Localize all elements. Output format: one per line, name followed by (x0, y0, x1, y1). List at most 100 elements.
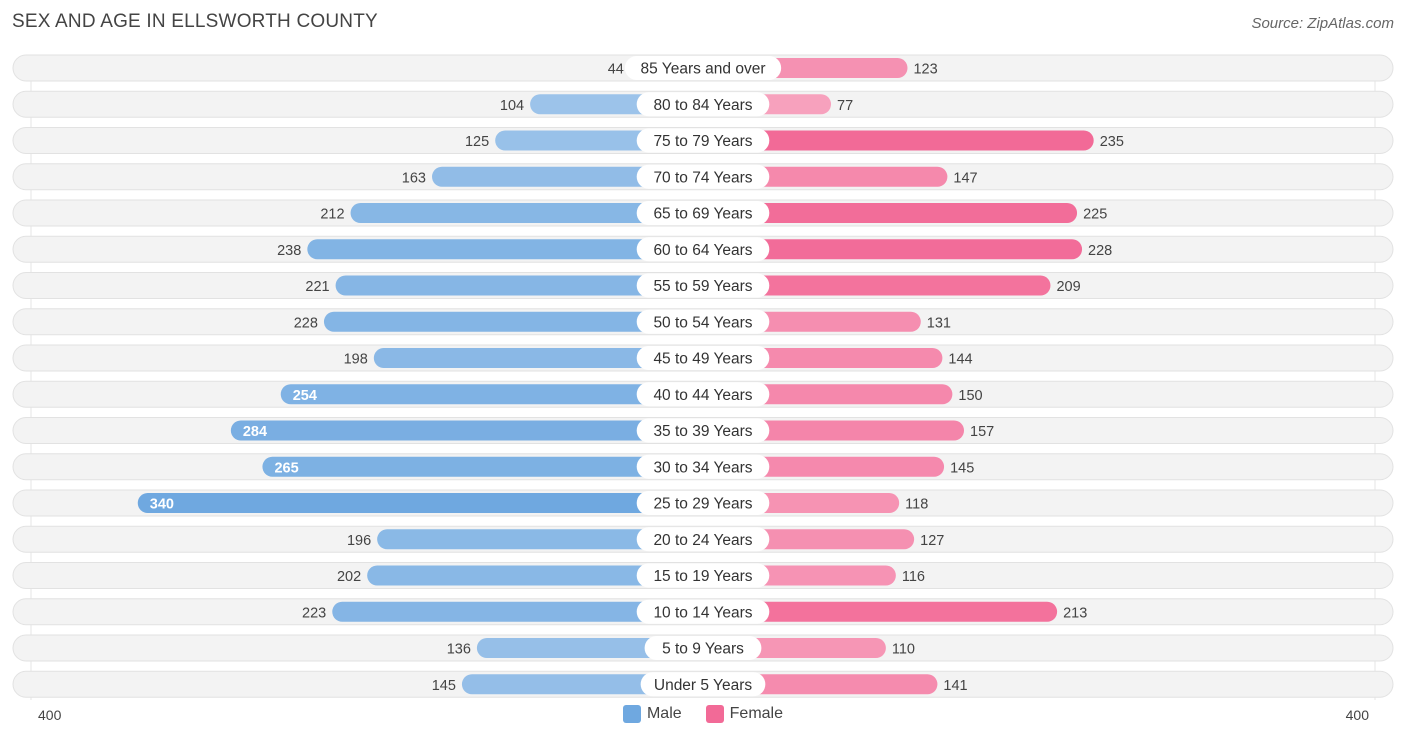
legend-label-male: Male (646, 705, 682, 722)
female-value-40-to-44-years: 150 (958, 388, 982, 404)
category-label-under-5-years: Under 5 Years (654, 677, 752, 694)
category-pill-5-to-9-years (644, 636, 762, 660)
category-pill-85-years-and-over (624, 56, 782, 80)
category-label-20-to-24-years: 20 to 24 Years (653, 532, 752, 549)
male-value-75-to-79-years: 125 (465, 134, 489, 150)
female-value-80-to-84-years: 77 (837, 98, 853, 114)
female-value-70-to-74-years: 147 (953, 170, 977, 186)
category-label-25-to-29-years: 25 to 29 Years (653, 496, 752, 513)
male-value-10-to-14-years: 223 (302, 605, 326, 621)
category-label-85-years-and-over: 85 Years and over (641, 61, 766, 78)
female-value-35-to-39-years: 157 (970, 424, 994, 440)
category-pill-55-to-59-years (636, 273, 770, 298)
category-label-35-to-39-years: 35 to 39 Years (653, 423, 752, 440)
female-value-30-to-34-years: 145 (950, 460, 974, 476)
category-label-55-to-59-years: 55 to 59 Years (653, 278, 752, 295)
female-bar-55-to-59-years (693, 275, 1051, 296)
male-value-under-5-years: 145 (432, 678, 456, 694)
female-value-15-to-19-years: 116 (902, 569, 925, 585)
female-swatch-icon (705, 705, 724, 723)
axis-left-label: 400 (38, 707, 62, 723)
category-pill-35-to-39-years (636, 418, 770, 443)
chart-title: SEX AND AGE IN ELLSWORTH COUNTY (12, 11, 378, 32)
male-value-55-to-59-years: 221 (305, 279, 329, 295)
male-bar-35-to-39-years (230, 420, 713, 441)
category-label-75-to-79-years: 75 to 79 Years (653, 133, 752, 150)
category-label-50-to-54-years: 50 to 54 Years (653, 314, 752, 331)
category-pill-15-to-19-years (636, 563, 770, 588)
male-value-40-to-44-years: 254 (293, 388, 317, 404)
category-pill-60-to-64-years (636, 237, 770, 262)
male-value-70-to-74-years: 163 (402, 170, 426, 186)
axis-right-label: 400 (1345, 707, 1369, 723)
female-value-45-to-49-years: 144 (948, 352, 972, 368)
male-value-80-to-84-years: 104 (500, 98, 524, 114)
female-bar-60-to-64-years (693, 239, 1083, 260)
male-value-5-to-9-years: 136 (447, 642, 471, 658)
female-value-65-to-69-years: 225 (1083, 207, 1107, 223)
category-label-10-to-14-years: 10 to 14 Years (653, 604, 752, 621)
category-pill-65-to-69-years (636, 201, 770, 225)
male-bar-20-to-24-years (377, 529, 713, 550)
male-value-20-to-24-years: 196 (347, 533, 371, 549)
female-value-55-to-59-years: 209 (1056, 279, 1080, 295)
category-label-80-to-84-years: 80 to 84 Years (653, 97, 752, 114)
category-label-40-to-44-years: 40 to 44 Years (653, 387, 752, 404)
female-bar-75-to-79-years (693, 130, 1094, 151)
male-bar-50-to-54-years (323, 311, 713, 332)
female-value-20-to-24-years: 127 (920, 533, 944, 549)
male-value-65-to-69-years: 212 (320, 207, 344, 223)
legend-label-female: Female (729, 705, 784, 722)
category-pill-45-to-49-years (636, 346, 770, 370)
category-label-65-to-69-years: 65 to 69 Years (653, 206, 752, 223)
legend: Male Female (0, 705, 1406, 723)
female-value-60-to-64-years: 228 (1088, 243, 1112, 259)
male-bar-55-to-59-years (335, 275, 713, 296)
category-pill-80-to-84-years (636, 92, 770, 117)
female-value-10-to-14-years: 213 (1063, 605, 1087, 621)
category-pill-10-to-14-years (636, 599, 770, 624)
male-value-25-to-29-years: 340 (150, 497, 174, 513)
category-label-5-to-9-years: 5 to 9 Years (662, 641, 744, 658)
category-label-15-to-19-years: 15 to 19 Years (653, 568, 752, 585)
male-value-45-to-49-years: 198 (344, 352, 368, 368)
source-label: Source: ZipAtlas.com (1251, 15, 1394, 32)
male-value-15-to-19-years: 202 (337, 569, 361, 585)
male-bar-10-to-14-years (332, 601, 713, 622)
female-value-5-to-9-years: 110 (892, 642, 915, 658)
category-pill-40-to-44-years (636, 382, 770, 407)
female-bar-65-to-69-years (693, 203, 1078, 223)
male-bar-45-to-49-years (373, 348, 713, 368)
male-value-35-to-39-years: 284 (243, 424, 267, 440)
category-label-30-to-34-years: 30 to 34 Years (653, 459, 752, 476)
category-pill-under-5-years (640, 672, 766, 697)
female-value-25-to-29-years: 118 (905, 497, 928, 513)
category-pill-75-to-79-years (636, 128, 770, 153)
category-pill-30-to-34-years (636, 454, 770, 479)
male-bar-15-to-19-years (367, 565, 713, 586)
male-bar-25-to-29-years (137, 493, 713, 513)
legend-item-male[interactable]: Male (622, 705, 682, 723)
female-bar-10-to-14-years (693, 601, 1058, 622)
category-pill-20-to-24-years (636, 527, 770, 552)
female-value-75-to-79-years: 235 (1100, 134, 1124, 150)
category-label-45-to-49-years: 45 to 49 Years (653, 351, 752, 368)
category-pill-70-to-74-years (636, 164, 770, 189)
population-pyramid-chart: 85 Years and over 44 123 80 to 84 Years 104 7… (12, 54, 1394, 700)
male-bar-30-to-34-years (262, 456, 713, 477)
male-value-30-to-34-years: 265 (274, 460, 298, 476)
category-label-70-to-74-years: 70 to 74 Years (653, 169, 752, 186)
male-bar-40-to-44-years (280, 384, 713, 405)
male-bar-60-to-64-years (307, 239, 713, 260)
male-swatch-icon (622, 705, 641, 723)
legend-item-female[interactable]: Female (705, 705, 784, 723)
female-value-under-5-years: 141 (943, 678, 967, 694)
male-value-60-to-64-years: 238 (277, 243, 301, 259)
female-value-85-years-and-over: 123 (913, 62, 937, 78)
male-value-50-to-54-years: 228 (294, 315, 318, 331)
category-pill-25-to-29-years (636, 491, 770, 515)
male-value-85-years-and-over: 44 (608, 62, 624, 78)
male-bar-65-to-69-years (350, 203, 713, 223)
category-label-60-to-64-years: 60 to 64 Years (653, 242, 752, 259)
female-value-50-to-54-years: 131 (927, 315, 951, 331)
